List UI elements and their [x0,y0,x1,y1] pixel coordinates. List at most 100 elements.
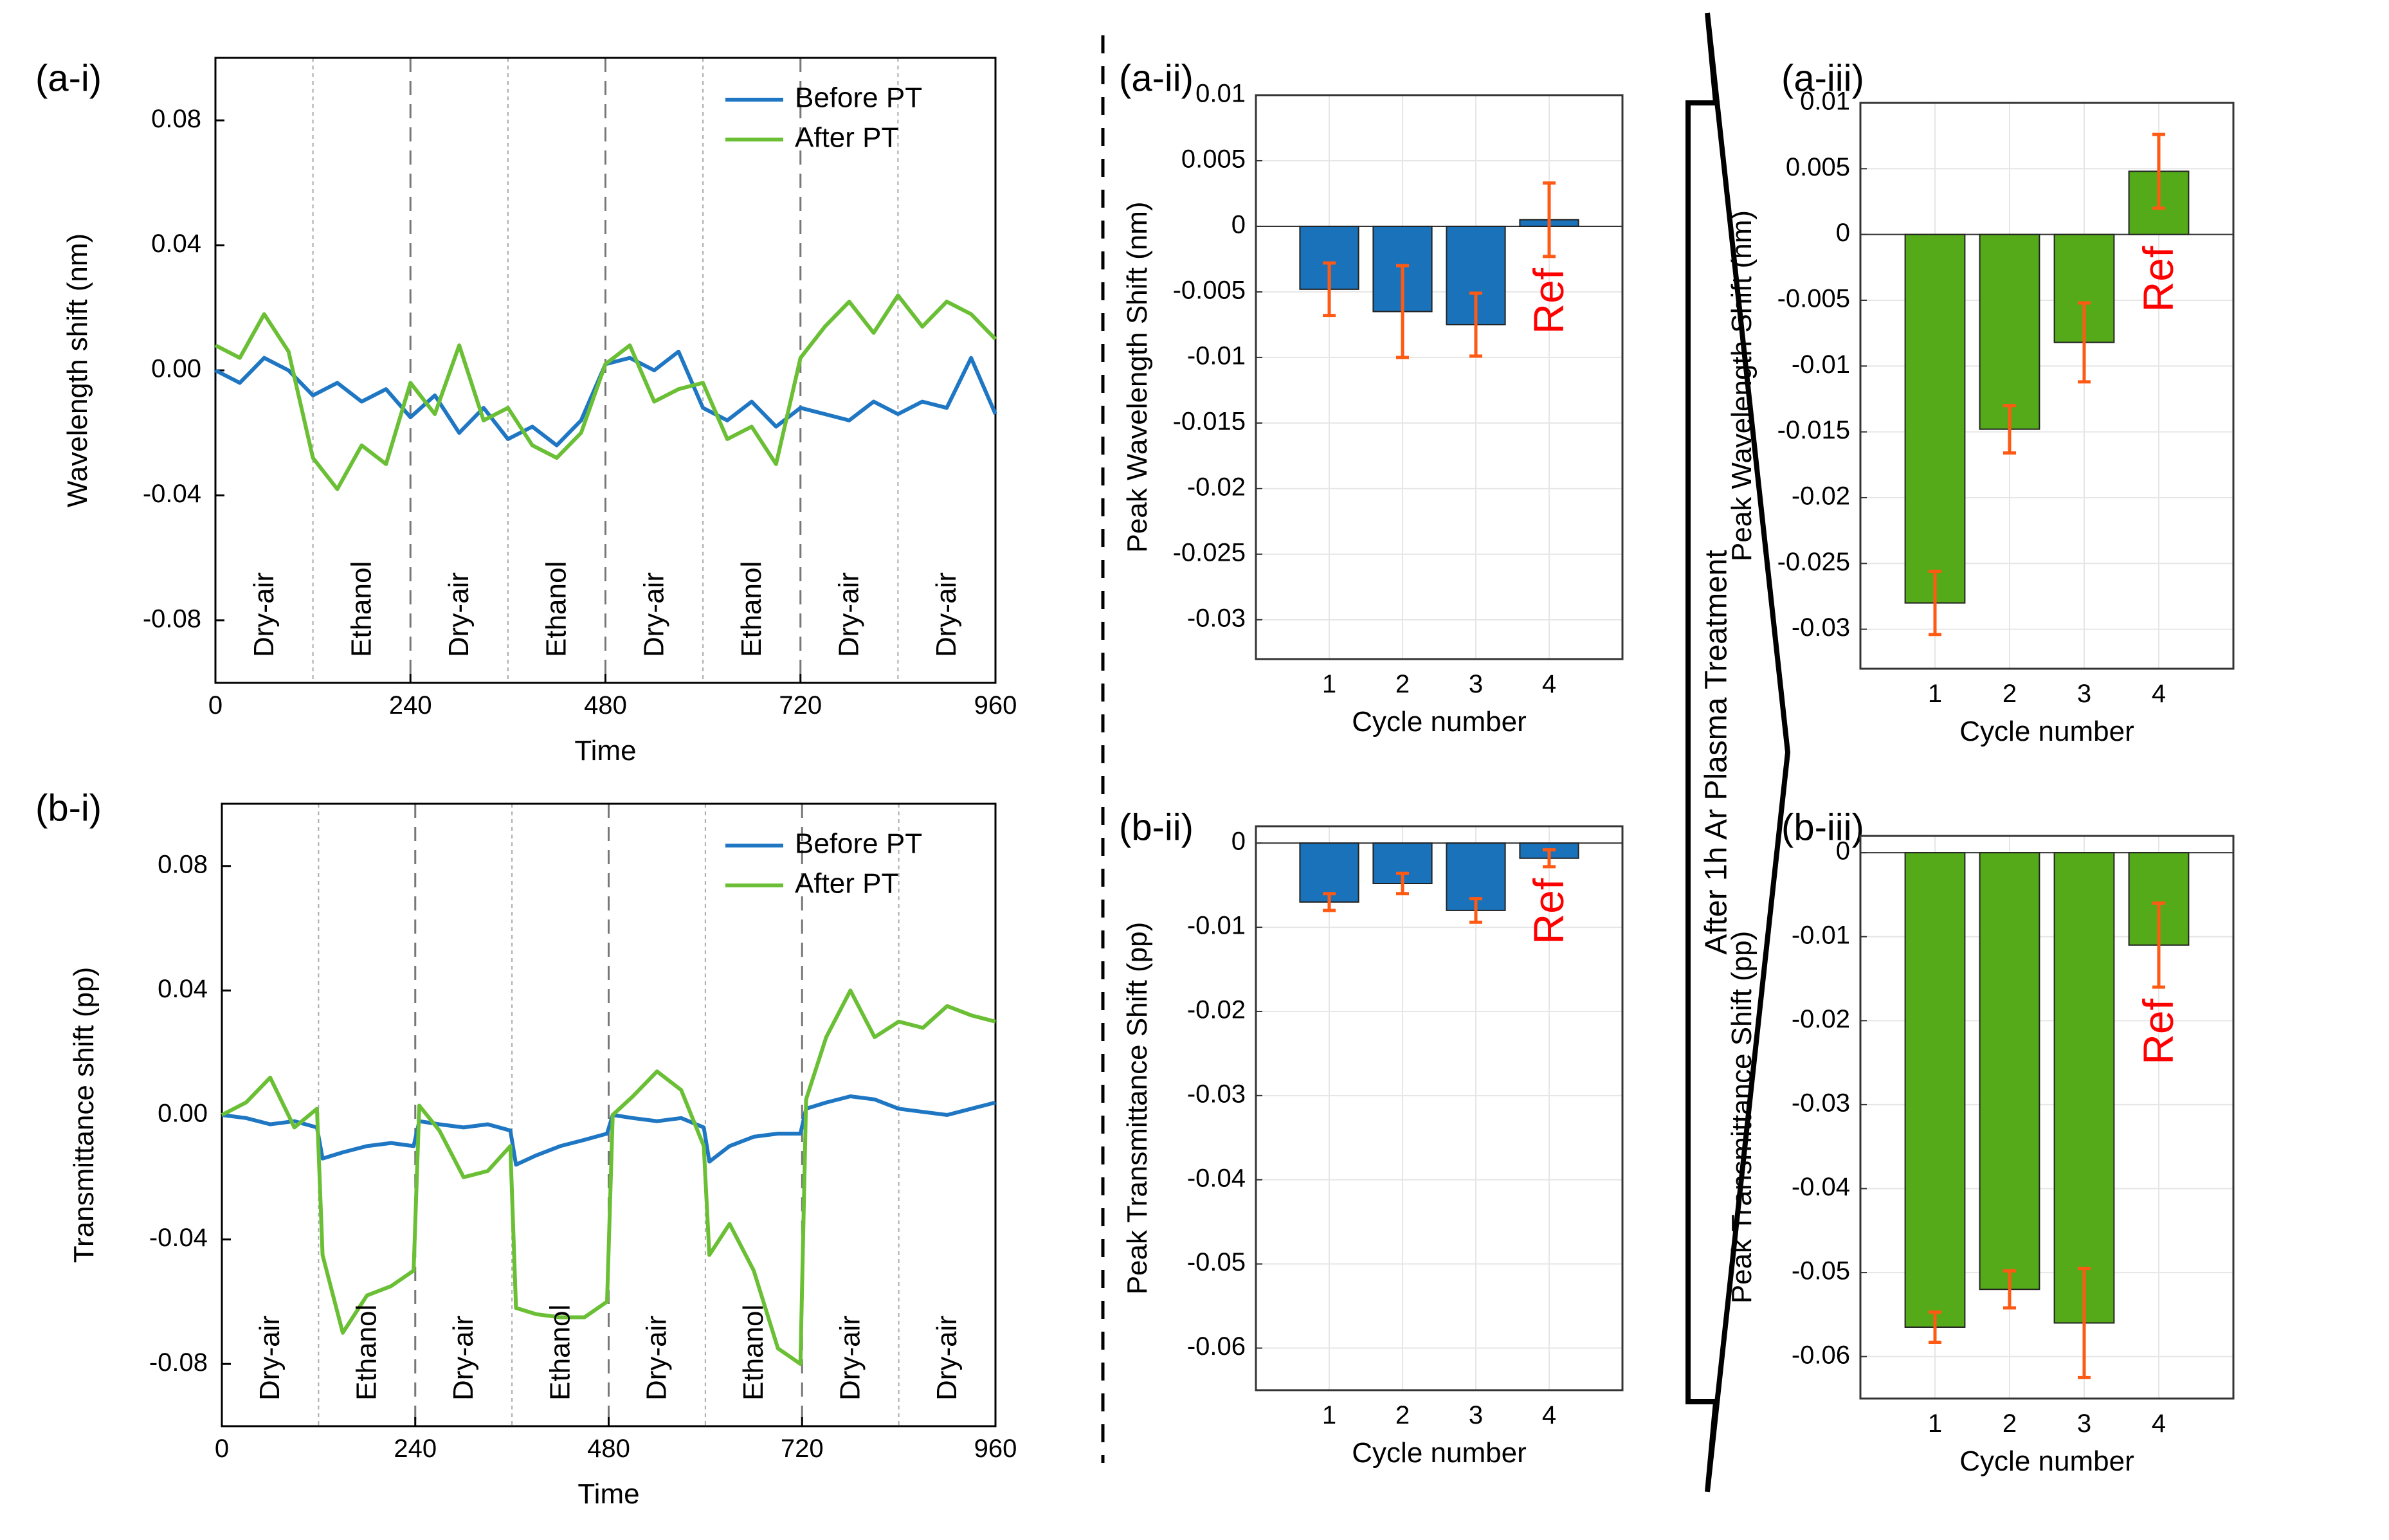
y-tick-label: 0.04 [151,230,201,258]
y-tick-label: -0.05 [1187,1248,1246,1276]
legend-entry: After PT [795,122,898,154]
y-tick-label: -0.02 [1792,1005,1850,1033]
panel-label: (a-ii) [1119,58,1194,100]
x-tick-label: 0 [208,691,223,720]
y-tick-label: -0.04 [143,480,201,508]
y-tick-label: -0.04 [1187,1164,1246,1192]
x-tick-label: 720 [781,1435,824,1463]
y-tick-label: -0.005 [1173,276,1246,304]
x-tick-label: 240 [394,1435,437,1463]
x-tick-label: 2 [2003,1409,2017,1438]
y-tick-label: -0.025 [1173,538,1246,566]
x-tick-label: 480 [587,1435,630,1463]
y-tick-label: 0 [1836,837,1850,865]
y-tick-label: -0.03 [1187,1080,1246,1108]
x-tick-label: 240 [389,691,432,720]
y-tick-label: 0.08 [151,105,201,133]
x-tick-label: 4 [2152,1409,2166,1438]
y-tick-label: -0.05 [1792,1257,1850,1285]
x-axis-label: Cycle number [1959,716,2134,747]
y-tick-label: 0.08 [158,850,208,878]
y-tick-label: 0.005 [1181,145,1246,174]
ref-annotation: Ref [2134,246,2182,312]
x-tick-label: 2 [2003,680,2017,708]
x-tick-label: 4 [2152,680,2166,708]
region-label: Ethanol [736,561,767,657]
region-label: Dry-air [254,1316,286,1400]
y-tick-label: 0.01 [1800,87,1850,116]
plot-frame [1859,835,2235,1400]
ref-annotation: Ref [2134,998,2182,1064]
panel-a-ii: (a-ii) 0.01 0.005 0 -0.005 -0.01 -0.015 -0.02 -0… [1119,58,1624,738]
x-axis-label: Time [577,1478,639,1510]
y-tick-label: -0.02 [1187,996,1246,1024]
y-tick-label: -0.03 [1792,1089,1850,1117]
panel-b-i: (b-i) -0.08 -0.04 0.00 0.04 0.08 0 240 480 720 960… [35,788,1017,1510]
bar-cycle-1 [1904,852,1966,1328]
x-tick-label: 2 [1395,670,1410,698]
bar-cycle-3 [2053,852,2115,1324]
treatment-arrow [1685,12,1791,1492]
y-tick-label: -0.02 [1792,482,1850,511]
region-label: Dry-air [931,1316,963,1400]
y-tick-label: -0.03 [1792,613,1850,642]
y-axis-label: Peak Wavelength Shift (nm) [1122,201,1153,552]
y-tick-label: -0.06 [1792,1341,1850,1369]
y-tick-label: -0.04 [149,1224,208,1252]
plot-frame [1255,825,1624,1391]
region-label: Ethanol [351,1305,383,1400]
y-tick-label: -0.01 [1792,350,1850,379]
x-tick-label: 960 [974,1435,1017,1463]
region-label: Ethanol [544,1305,576,1400]
y-tick-label: -0.01 [1187,912,1246,940]
bar-cycle-2 [1979,233,2040,430]
y-tick-label: -0.04 [1792,1173,1850,1201]
bar-cycle-1 [1904,233,1966,604]
region-label: Dry-air [448,1316,479,1400]
x-axis-label: Cycle number [1959,1445,2134,1477]
series-line-before-pt [221,1094,996,1167]
y-tick-label: -0.02 [1187,473,1246,501]
x-tick-label: 4 [1542,670,1556,698]
series-line-after-pt [214,293,997,491]
panel-b-iii: (b-iii)0 -0.01 -0.02 -0.03 -0.04 -0.05 -0.06 1 2… [1726,807,2235,1477]
x-tick-label: 2 [1395,1401,1410,1429]
region-label: Dry-air [638,572,669,657]
region-label: Dry-air [248,572,280,657]
y-tick-label: 0.00 [151,355,201,383]
ref-annotation: Ref [1525,267,1572,334]
y-tick-label: -0.025 [1777,548,1850,576]
ref-annotation: Ref [1525,878,1572,944]
series-line-after-pt [221,988,996,1366]
y-tick-label: -0.08 [143,604,201,633]
x-axis-label: Cycle number [1352,1437,1526,1469]
plot-frame [1859,102,2235,670]
x-axis-label: Cycle number [1352,706,1526,738]
panel-label: (a-iii) [1781,58,1864,100]
y-axis-label: Peak Transmittance Shift (pp) [1726,931,1758,1304]
y-tick-label: 0.04 [158,975,208,1003]
panel-a-i: (a-i) -0.08 -0.04 0.00 0.04 0.08 0 240 480 720 960… [35,57,1017,766]
x-axis-label: Time [574,735,636,766]
x-tick-label: 3 [1469,1401,1483,1429]
y-axis-label: Transmittance shift (pp) [68,967,100,1264]
y-tick-label: -0.08 [149,1348,208,1377]
y-axis-label: Peak Wavelength Shift (nm) [1726,210,1758,561]
bar-cycle-2 [1979,852,2040,1291]
x-tick-label: 1 [1928,680,1942,708]
region-label: Dry-air [834,1316,866,1400]
y-tick-label: -0.01 [1187,341,1246,370]
x-tick-label: 3 [1469,670,1483,698]
region-label: Ethanol [345,561,377,657]
x-tick-label: 480 [584,691,627,720]
region-label: Ethanol [541,561,572,657]
x-tick-label: 1 [1322,1401,1336,1429]
treatment-arrow-label: After 1h Ar Plasma Treatment [1700,550,1734,955]
panel-label: (b-iii) [1781,807,1864,849]
x-tick-label: 720 [779,691,822,720]
y-tick-label: 0 [1836,219,1850,247]
region-label: Ethanol [738,1305,769,1400]
y-tick-label: -0.015 [1777,416,1850,444]
y-tick-label: 0 [1231,828,1246,856]
x-tick-label: 3 [2077,1409,2091,1438]
